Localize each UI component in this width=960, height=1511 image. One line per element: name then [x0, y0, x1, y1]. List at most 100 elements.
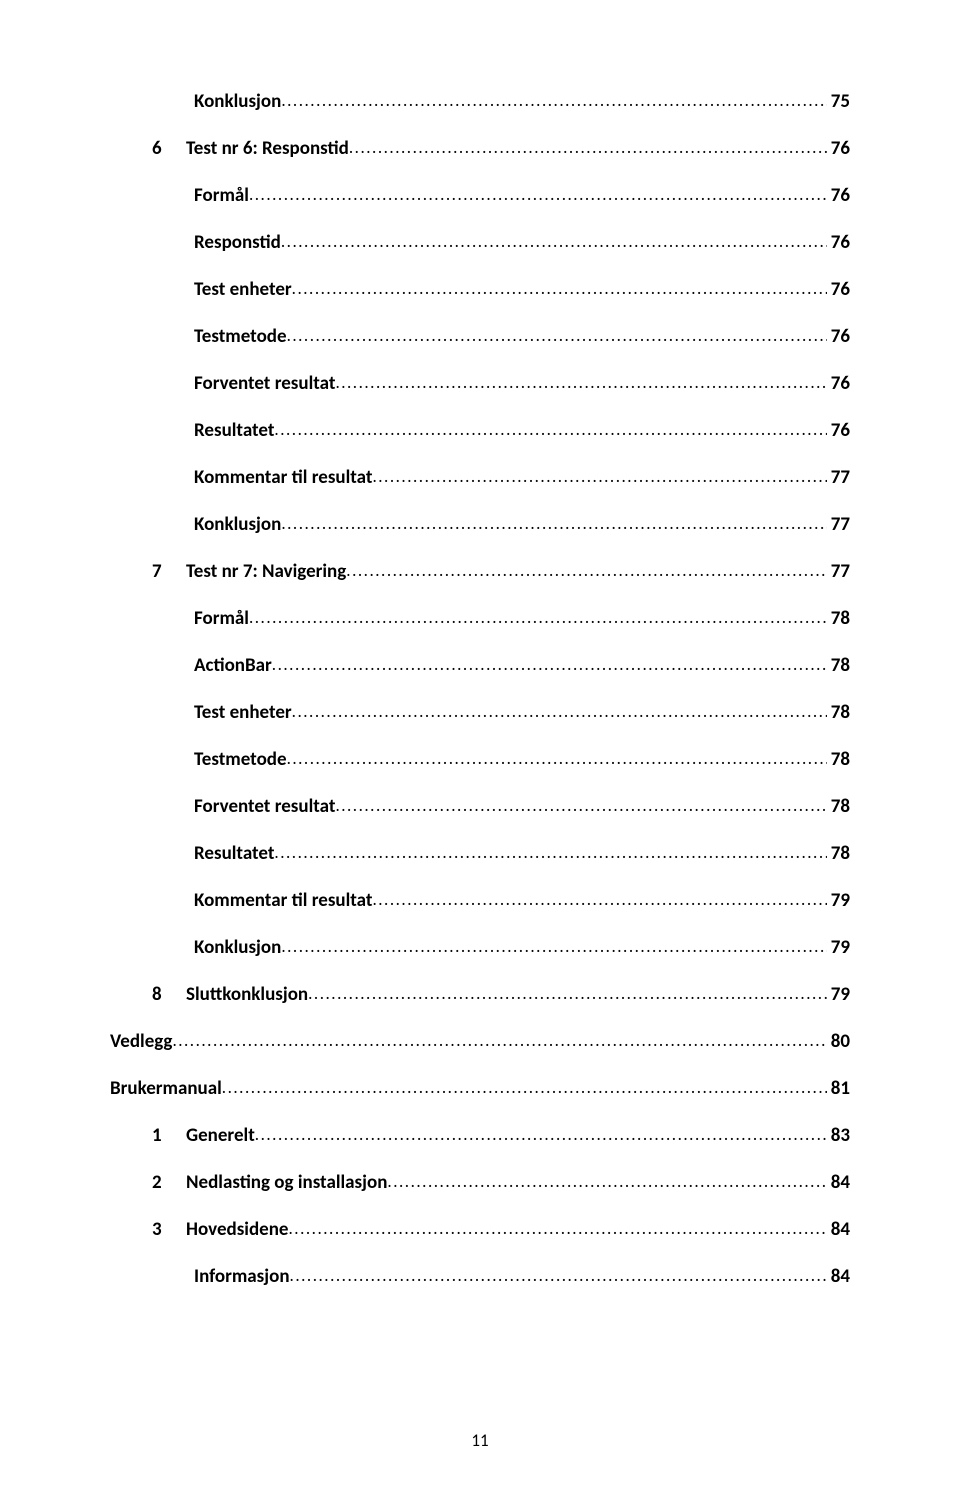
toc-entry[interactable]: 7Test nr 7: Navigering 77 [110, 560, 850, 583]
toc-entry-page: 76 [827, 325, 850, 348]
toc-entry[interactable]: Brukermanual 81 [110, 1077, 850, 1100]
toc-entry[interactable]: Responstid 76 [110, 231, 850, 254]
toc-entry-page: 79 [827, 983, 850, 1006]
toc-entry[interactable]: Formål 76 [110, 184, 850, 207]
toc-leader-dots [289, 1218, 827, 1239]
toc-entry[interactable]: Vedlegg 80 [110, 1030, 850, 1053]
toc-entry-title: Test enheter [194, 701, 292, 724]
toc-entry[interactable]: Kommentar til resultat 79 [110, 889, 850, 912]
toc-entry-page: 76 [827, 137, 850, 160]
toc-entry[interactable]: Test enheter 78 [110, 701, 850, 724]
toc-leader-dots [349, 137, 827, 158]
toc-leader-dots [222, 1077, 827, 1098]
toc-entry[interactable]: Forventet resultat 78 [110, 795, 850, 818]
toc-entry-page: 78 [827, 748, 850, 771]
toc-entry-title: Informasjon [194, 1265, 290, 1288]
toc-leader-dots [287, 748, 827, 769]
toc-entry[interactable]: 3Hovedsidene 84 [110, 1218, 850, 1241]
toc-entry-page: 81 [827, 1077, 850, 1100]
toc-entry-number: 1 [152, 1124, 186, 1147]
toc-entry-page: 83 [827, 1124, 850, 1147]
toc-entry[interactable]: Resultatet 78 [110, 842, 850, 865]
toc-entry[interactable]: 6Test nr 6: Responstid 76 [110, 137, 850, 160]
toc-entry[interactable]: Konklusjon 79 [110, 936, 850, 959]
toc-entry-page: 76 [827, 419, 850, 442]
toc-entry[interactable]: 1Generelt 83 [110, 1124, 850, 1147]
toc-leader-dots [274, 842, 826, 863]
toc-entry-page: 75 [827, 90, 850, 113]
toc-leader-dots [292, 701, 827, 722]
toc-entry-title: Testmetode [194, 325, 287, 348]
toc-entry-page: 78 [827, 607, 850, 630]
toc-entry-page: 80 [827, 1030, 850, 1053]
toc-leader-dots [335, 372, 826, 393]
toc-entry[interactable]: Testmetode 76 [110, 325, 850, 348]
toc-entry-title: Konklusjon [194, 936, 281, 959]
toc-entry-title: Resultatet [194, 419, 274, 442]
toc-leader-dots [281, 936, 826, 957]
toc-leader-dots [308, 983, 827, 1004]
toc-leader-dots [281, 513, 826, 534]
toc-entry-page: 76 [827, 278, 850, 301]
toc-entry-page: 77 [827, 466, 850, 489]
toc-entry-title: Kommentar til resultat [194, 466, 372, 489]
toc-entry[interactable]: 8Sluttkonklusjon 79 [110, 983, 850, 1006]
toc-entry-title: Test nr 7: Navigering [186, 560, 346, 583]
toc-entry-title: Test enheter [194, 278, 292, 301]
toc-entry[interactable]: Konklusjon 75 [110, 90, 850, 113]
page-number: 11 [0, 1430, 960, 1451]
toc-entry[interactable]: Informasjon 84 [110, 1265, 850, 1288]
toc-entry[interactable]: Resultatet 76 [110, 419, 850, 442]
table-of-contents: Konklusjon 75 6Test nr 6: Responstid 76 Fo… [110, 90, 850, 1288]
toc-leader-dots [172, 1030, 826, 1051]
toc-entry[interactable]: 2Nedlasting og installasjon 84 [110, 1171, 850, 1194]
toc-entry-title: Nedlasting og installasjon [186, 1171, 387, 1194]
toc-entry-page: 84 [827, 1265, 850, 1288]
toc-entry-title: Forventet resultat [194, 795, 335, 818]
toc-entry-title: Sluttkonklusjon [186, 983, 308, 1006]
toc-entry-title: Konklusjon [194, 90, 281, 113]
toc-entry-title: Hovedsidene [186, 1218, 289, 1241]
toc-entry-title: Vedlegg [110, 1030, 172, 1053]
toc-leader-dots [290, 1265, 827, 1286]
toc-entry-number: 8 [152, 983, 186, 1006]
toc-entry-page: 77 [827, 560, 850, 583]
toc-entry-title: Test nr 6: Responstid [186, 137, 349, 160]
toc-entry[interactable]: Testmetode 78 [110, 748, 850, 771]
toc-entry-page: 78 [827, 654, 850, 677]
toc-entry-title: Kommentar til resultat [194, 889, 372, 912]
toc-entry-page: 79 [827, 936, 850, 959]
toc-entry-page: 76 [827, 372, 850, 395]
toc-entry-number: 7 [152, 560, 186, 583]
toc-leader-dots [255, 1124, 827, 1145]
toc-entry-page: 76 [827, 184, 850, 207]
toc-leader-dots [272, 654, 827, 675]
toc-entry-page: 84 [827, 1218, 850, 1241]
toc-entry[interactable]: Formål 78 [110, 607, 850, 630]
toc-entry-title: Generelt [186, 1124, 255, 1147]
toc-entry[interactable]: ActionBar 78 [110, 654, 850, 677]
toc-leader-dots [335, 795, 826, 816]
toc-entry-page: 84 [827, 1171, 850, 1194]
toc-leader-dots [249, 184, 827, 205]
toc-entry-number: 2 [152, 1171, 186, 1194]
toc-leader-dots [372, 889, 826, 910]
toc-entry-title: Formål [194, 184, 249, 207]
toc-entry-page: 76 [827, 231, 850, 254]
toc-entry[interactable]: Forventet resultat 76 [110, 372, 850, 395]
toc-leader-dots [281, 231, 827, 252]
toc-entry-title: Konklusjon [194, 513, 281, 536]
toc-entry[interactable]: Konklusjon 77 [110, 513, 850, 536]
toc-entry-title: Brukermanual [110, 1077, 222, 1100]
toc-leader-dots [346, 560, 826, 581]
toc-entry-page: 78 [827, 842, 850, 865]
toc-leader-dots [292, 278, 827, 299]
toc-entry-page: 78 [827, 795, 850, 818]
toc-entry-page: 77 [827, 513, 850, 536]
toc-leader-dots [281, 90, 826, 111]
toc-entry-page: 79 [827, 889, 850, 912]
toc-entry[interactable]: Test enheter 76 [110, 278, 850, 301]
toc-leader-dots [287, 325, 827, 346]
toc-entry-title: ActionBar [194, 654, 272, 677]
toc-entry[interactable]: Kommentar til resultat 77 [110, 466, 850, 489]
